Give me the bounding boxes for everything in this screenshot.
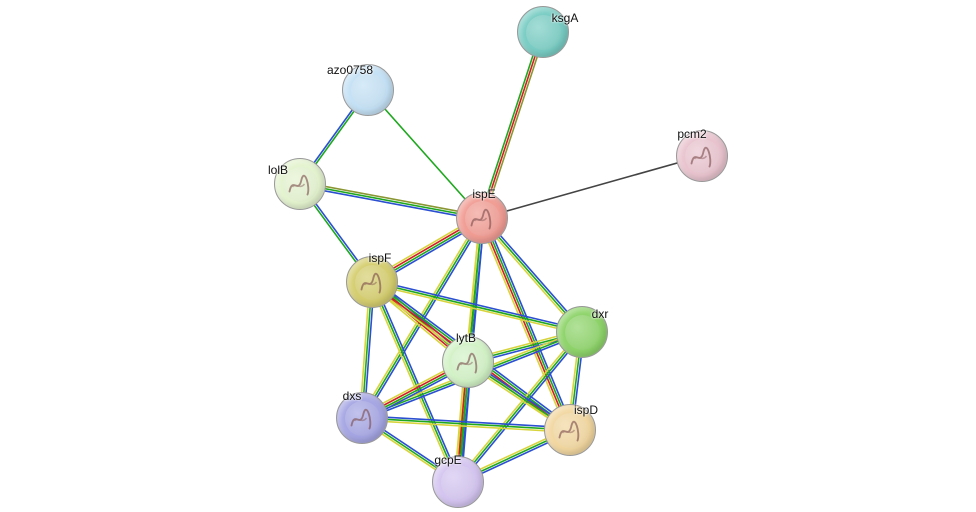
edge-ispF-dxr	[372, 282, 582, 332]
structure-icon	[545, 405, 595, 455]
node-lytB[interactable]	[442, 336, 494, 388]
node-gloss	[565, 315, 600, 350]
structure-icon	[347, 257, 397, 307]
edge-ispE-lolB	[300, 184, 482, 218]
edge-dxs-ispD	[362, 420, 570, 432]
node-gloss	[351, 73, 386, 108]
edge-ispE-dxs	[362, 218, 482, 418]
node-azo0758[interactable]	[342, 64, 394, 116]
edge-ispE-dxs	[364, 219, 484, 419]
node-gloss	[526, 15, 561, 50]
edge-ispE-ksgA	[480, 31, 541, 217]
edge-dxs-ispD	[362, 416, 570, 428]
edges-layer	[0, 0, 976, 512]
node-dxs[interactable]	[336, 392, 388, 444]
node-lolB[interactable]	[274, 158, 326, 210]
edge-ispE-lolB	[300, 186, 482, 220]
edge-ispE-ispD	[479, 219, 567, 431]
edge-ispF-dxr	[373, 280, 583, 330]
edge-ispE-pcm2	[482, 156, 702, 218]
node-gcpE[interactable]	[432, 456, 484, 508]
edge-dxs-ispD	[362, 418, 570, 430]
node-gloss	[441, 465, 476, 500]
node-ispD[interactable]	[544, 404, 596, 456]
structure-icon	[337, 393, 387, 443]
structure-icon	[443, 337, 493, 387]
node-dxr[interactable]	[556, 306, 608, 358]
node-pcm2[interactable]	[676, 130, 728, 182]
edge-ispE-lolB	[300, 182, 482, 216]
node-ispE[interactable]	[456, 192, 508, 244]
structure-icon	[275, 159, 325, 209]
edge-ispE-ispD	[481, 218, 569, 430]
edge-ispE-ksgA	[484, 33, 545, 219]
network-diagram: ksgAazo0758pcm2lolBispEispFdxrlytBdxsisp…	[0, 0, 976, 512]
node-ksgA[interactable]	[517, 6, 569, 58]
edge-ispF-dxr	[372, 284, 582, 334]
node-ispF[interactable]	[346, 256, 398, 308]
structure-icon	[677, 131, 727, 181]
structure-icon	[457, 193, 507, 243]
edge-ispE-ksgA	[482, 32, 543, 218]
